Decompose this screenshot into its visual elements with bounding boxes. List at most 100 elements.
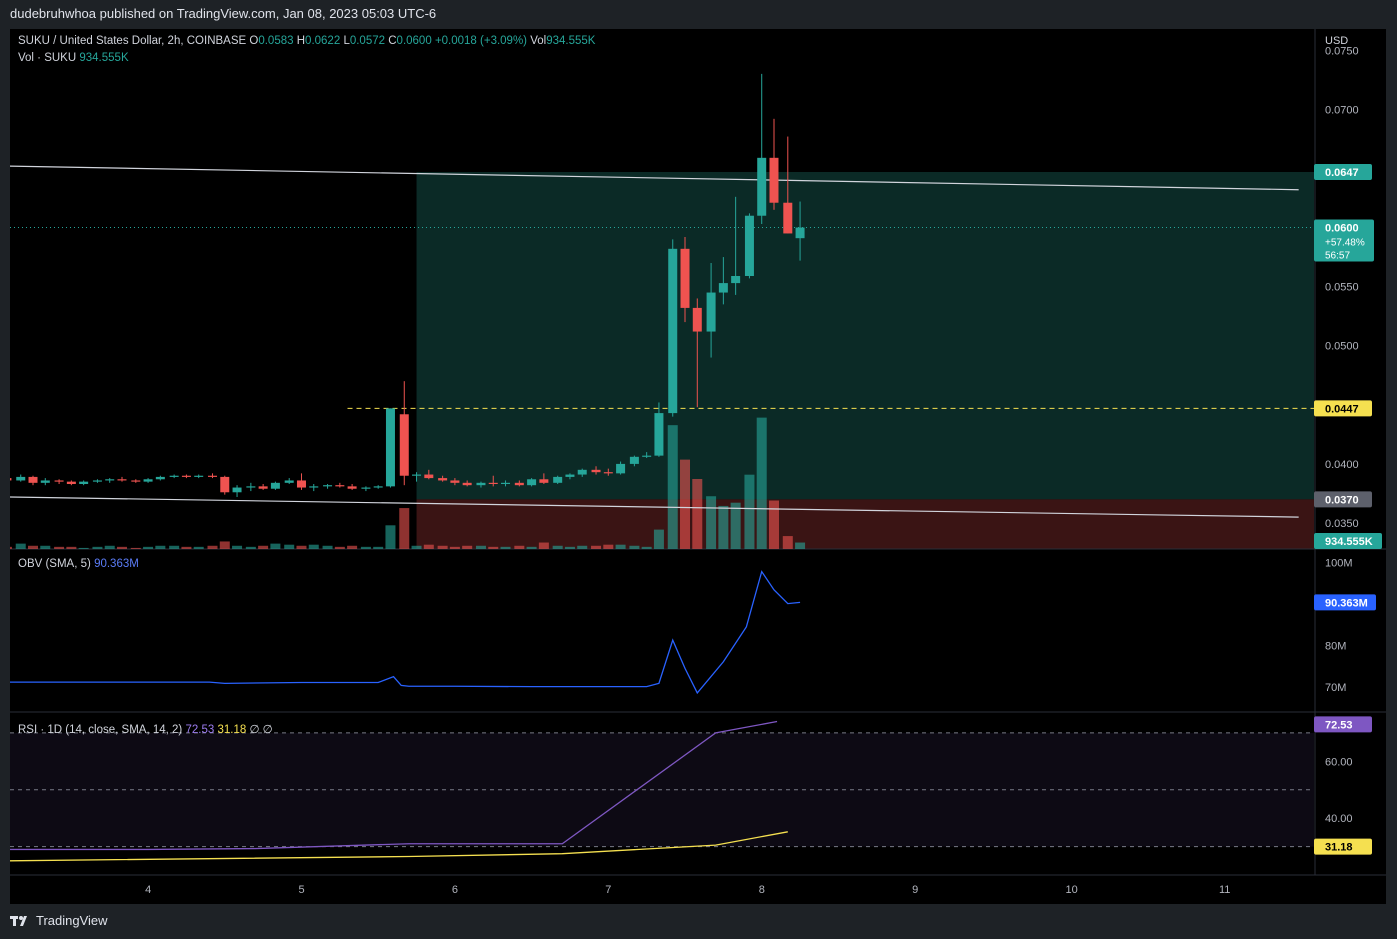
- countdown-label: 56:57: [1325, 251, 1350, 262]
- publish-line: dudebruhwhoa published on TradingView.co…: [10, 6, 437, 21]
- rsi-ma-label: 31.18: [1325, 842, 1353, 854]
- time-axis-tick: 6: [452, 884, 458, 896]
- tradingview-brand[interactable]: TradingView: [10, 913, 108, 928]
- volume-label-bg: [1314, 533, 1382, 549]
- obv-value-label: 90.363M: [1325, 597, 1368, 609]
- entry-price-label: 0.0447: [1325, 403, 1359, 415]
- volume-bar: [552, 545, 563, 549]
- obv-axis-tick: 100M: [1325, 557, 1353, 569]
- candle-body: [438, 478, 448, 481]
- rsi-value-label: 72.53: [1325, 719, 1353, 731]
- volume-bar: [116, 546, 127, 549]
- candle-body: [668, 248, 678, 414]
- candle-body: [757, 157, 767, 216]
- volume-bar: [449, 546, 460, 549]
- candle-body: [54, 480, 64, 482]
- price-axis-tick: 0.0400: [1325, 459, 1359, 471]
- volume-bar: [641, 546, 652, 549]
- volume-series-value: 934.555K: [79, 52, 129, 64]
- candle-body: [66, 481, 76, 484]
- legend-l-label: L: [343, 35, 350, 47]
- price-axis-tick: 0.0350: [1325, 518, 1359, 530]
- obv-value: 90.363M: [94, 558, 139, 570]
- volume-bar: [692, 479, 703, 549]
- candle-body: [373, 486, 383, 488]
- volume-bar: [347, 545, 358, 549]
- volume-bar: [385, 525, 396, 549]
- candle-body: [565, 474, 575, 477]
- legend-h-value: 0.0622: [305, 35, 341, 47]
- volume-bar: [488, 546, 499, 549]
- obv-value-label-bg: [1314, 594, 1376, 611]
- volume-bar: [411, 545, 422, 549]
- volume-bar: [653, 529, 664, 549]
- candle-body: [361, 487, 371, 489]
- obv-axis-tick: 70M: [1325, 682, 1346, 694]
- candle-body: [131, 480, 141, 482]
- volume-bar: [756, 417, 767, 549]
- candle-body: [155, 476, 165, 480]
- candle-body: [591, 469, 601, 473]
- candle-body: [169, 475, 179, 477]
- volume-bar: [564, 546, 575, 549]
- chart-frame[interactable]: USD 0.0750 0.0700 0.0550 0.0500 0.0400 0.0350 1…: [10, 29, 1386, 904]
- volume-bar: [104, 545, 115, 549]
- time-axis-tick: 9: [912, 884, 918, 896]
- volume-bar: [232, 545, 243, 549]
- candle-body: [692, 307, 702, 332]
- price-axis-tick: 0.0550: [1325, 282, 1359, 294]
- candle-body: [258, 486, 268, 489]
- candle-body: [323, 485, 333, 487]
- candle-body: [335, 485, 345, 487]
- candle-body: [706, 292, 716, 332]
- volume-bar: [782, 536, 793, 549]
- volume-bar: [155, 545, 166, 549]
- volume-bar: [591, 545, 602, 549]
- volume-bar: [373, 546, 384, 549]
- volume-bar: [360, 546, 371, 549]
- volume-bar: [207, 545, 218, 549]
- rsi-value-label-bg: [1314, 716, 1372, 733]
- candle-body: [40, 480, 50, 483]
- volume-bar: [66, 546, 77, 549]
- candle-body: [654, 413, 664, 456]
- candle-body: [208, 475, 218, 477]
- price-axis-tick: 0.0500: [1325, 341, 1359, 353]
- candle-body: [79, 481, 89, 484]
- rsi-axis-tick: 40.00: [1325, 813, 1353, 825]
- volume-bar: [399, 508, 410, 549]
- volume-bar: [514, 545, 525, 549]
- price-axis-tick: 0.0700: [1325, 104, 1359, 116]
- candle-body: [603, 472, 613, 474]
- candle-body: [143, 479, 153, 482]
- volume-bar: [130, 547, 141, 549]
- rsi-group: [10, 720, 788, 862]
- time-axis-tick: 5: [298, 884, 304, 896]
- volume-bar: [706, 496, 717, 549]
- main-legend: SUKU / United States Dollar, 2h, COINBAS…: [18, 35, 595, 47]
- volume-bar: [680, 459, 691, 549]
- volume-bar: [193, 546, 204, 549]
- volume-legend: Vol · SUKU 934.555K: [18, 52, 129, 64]
- candle-body: [296, 480, 306, 488]
- volume-bar: [181, 546, 192, 549]
- legend-c-label: C: [388, 35, 397, 47]
- candle-body: [642, 455, 652, 457]
- candle-body: [424, 474, 434, 479]
- candle-body: [527, 479, 537, 486]
- volume-bar: [258, 545, 269, 549]
- volume-bar: [10, 546, 12, 549]
- volume-bar: [667, 425, 678, 549]
- volume-bar: [538, 542, 549, 549]
- candle-body: [616, 463, 626, 474]
- volume-bar: [169, 545, 180, 549]
- stop-zone: [416, 499, 1315, 549]
- candle-body: [385, 408, 395, 487]
- candle-body: [347, 486, 357, 489]
- time-axis-tick: 4: [145, 884, 151, 896]
- volume-bar: [40, 545, 51, 549]
- candle-body: [92, 480, 102, 482]
- volume-bar: [718, 505, 729, 549]
- volume-bar: [28, 545, 39, 549]
